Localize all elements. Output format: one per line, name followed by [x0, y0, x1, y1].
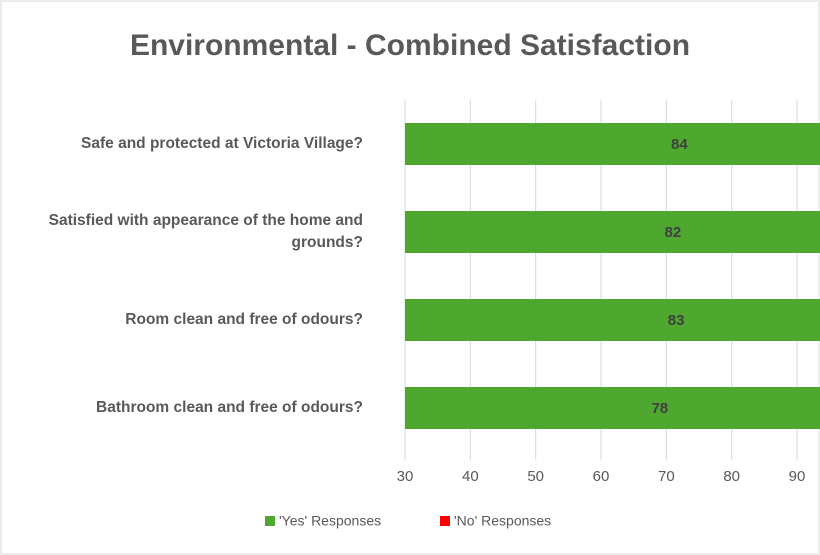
- x-tick-label: 90: [789, 468, 806, 485]
- bar-segment: [405, 299, 820, 341]
- y-tick-label: Safe and protected at Victoria Village?: [81, 135, 363, 152]
- x-tick-label: 50: [527, 468, 544, 485]
- x-tick-label: 80: [723, 468, 740, 485]
- bar-segment: [405, 387, 820, 429]
- y-tick-label: Bathroom clean and free of odours?: [96, 399, 363, 416]
- x-tick-label: 30: [397, 468, 414, 485]
- x-tick-label: 60: [593, 468, 610, 485]
- data-label: 78: [651, 400, 668, 417]
- legend-label: 'No' Responses: [454, 513, 551, 529]
- legend-swatch: [440, 516, 450, 526]
- bar-segment: [405, 211, 820, 253]
- chart-title: Environmental - Combined Satisfaction: [130, 29, 690, 62]
- data-label: 84: [671, 136, 688, 153]
- data-label: 83: [668, 312, 685, 329]
- bar-segment: [405, 123, 820, 165]
- y-tick-label: Room clean and free of odours?: [125, 311, 363, 328]
- x-tick-label: 70: [658, 468, 675, 485]
- legend-swatch: [265, 516, 275, 526]
- y-tick-label: Satisfied with appearance of the home an…: [48, 212, 363, 251]
- data-label: 82: [665, 224, 682, 241]
- legend-label: 'Yes' Responses: [279, 513, 381, 529]
- x-tick-label: 40: [462, 468, 479, 485]
